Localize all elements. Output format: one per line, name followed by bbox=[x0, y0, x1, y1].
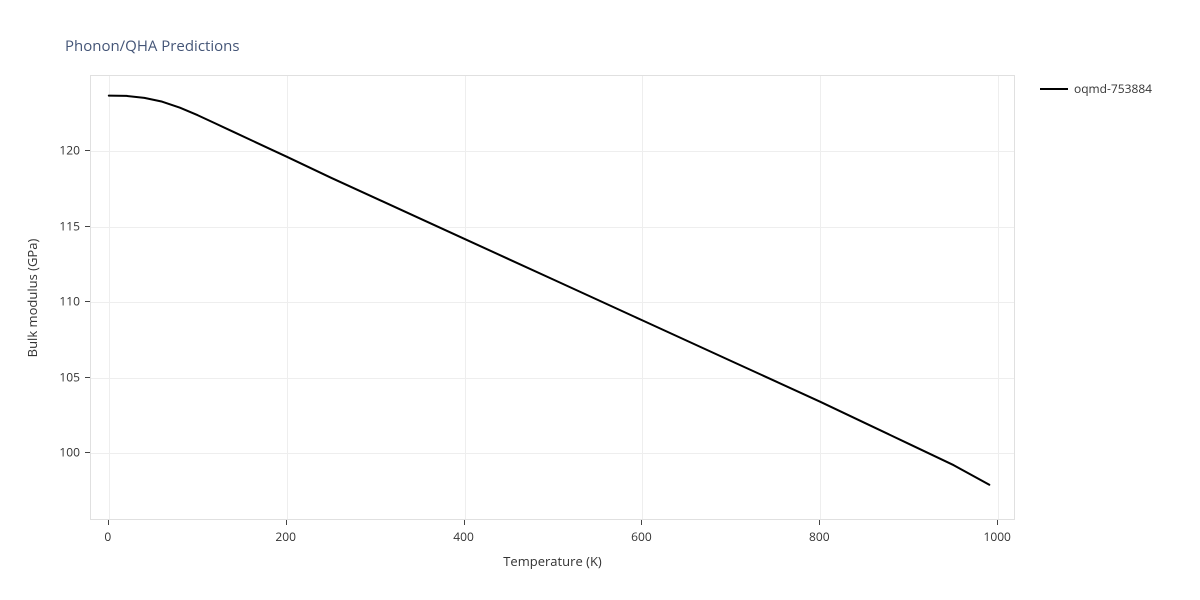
y-tick-label: 100 bbox=[59, 444, 80, 461]
y-tick bbox=[85, 452, 90, 453]
x-tick bbox=[108, 520, 109, 525]
x-tick-label: 200 bbox=[275, 528, 296, 545]
series-line[interactable] bbox=[109, 96, 990, 485]
x-tick bbox=[641, 520, 642, 525]
legend-label: oqmd-753884 bbox=[1074, 80, 1152, 97]
y-tick-label: 115 bbox=[59, 217, 80, 234]
y-tick bbox=[85, 377, 90, 378]
chart-title: Phonon/QHA Predictions bbox=[65, 36, 240, 56]
x-tick-label: 0 bbox=[104, 528, 111, 545]
legend: oqmd-753884 bbox=[1040, 80, 1152, 97]
legend-swatch bbox=[1040, 88, 1068, 90]
x-tick bbox=[997, 520, 998, 525]
y-tick-label: 110 bbox=[59, 293, 80, 310]
y-axis-label: Bulk modulus (GPa) bbox=[23, 238, 41, 357]
x-tick bbox=[286, 520, 287, 525]
plot-area[interactable] bbox=[90, 75, 1015, 520]
x-tick-label: 400 bbox=[453, 528, 474, 545]
y-tick bbox=[85, 226, 90, 227]
x-tick-label: 800 bbox=[809, 528, 830, 545]
x-tick bbox=[464, 520, 465, 525]
x-tick bbox=[819, 520, 820, 525]
y-tick-label: 105 bbox=[59, 368, 80, 385]
y-tick bbox=[85, 150, 90, 151]
x-tick-label: 1000 bbox=[983, 528, 1010, 545]
legend-item[interactable]: oqmd-753884 bbox=[1040, 80, 1152, 97]
y-tick bbox=[85, 301, 90, 302]
x-tick-label: 600 bbox=[631, 528, 652, 545]
x-axis-label: Temperature (K) bbox=[503, 552, 602, 570]
y-tick-label: 120 bbox=[59, 142, 80, 159]
series-layer bbox=[91, 76, 1016, 521]
